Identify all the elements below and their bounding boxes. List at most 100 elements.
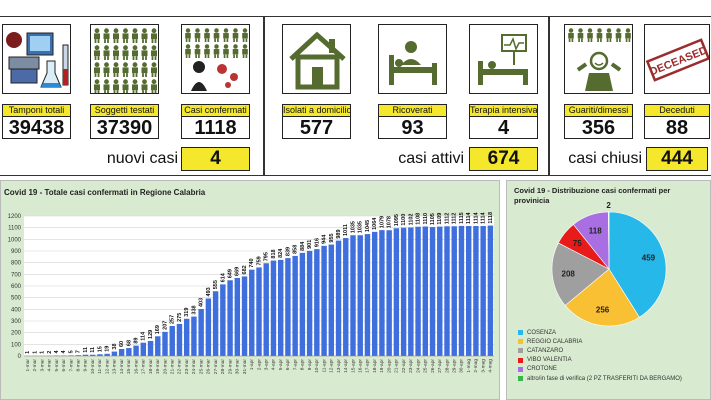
bar (140, 342, 147, 356)
bar-label: 207 (162, 321, 168, 330)
x-tick-label: 4-apr (271, 359, 277, 371)
x-tick-label: 17-mar (141, 359, 147, 375)
x-tick-label: 27-apr (437, 359, 443, 373)
bar-label: 614 (220, 272, 226, 282)
bar (191, 316, 197, 356)
bar (118, 349, 125, 356)
bar-label: 1 (40, 351, 46, 354)
x-tick-label: 11-mar (97, 359, 103, 374)
bar-label: 5 (68, 350, 74, 353)
x-tick-label: 1-mar (25, 359, 31, 372)
bar-label: 1 (32, 351, 38, 354)
x-tick-label: 5-apr (278, 359, 284, 371)
bar-label: 1114 (473, 211, 479, 224)
bar-chart-title: Covid 19 - Totale casi confermati in Reg… (4, 188, 206, 197)
bar-label: 1045 (365, 220, 371, 232)
bar (487, 225, 494, 356)
bar-label: 89 (134, 337, 140, 343)
pie-legend: COSENZA REGGIO CALABRIA CATANZARO VIBO VALE… (518, 328, 708, 383)
bar-label: 916 (314, 238, 320, 247)
pie-chart: 459 256 208 75 118 2 (551, 201, 667, 327)
legend-label: CATANZARO (527, 347, 564, 354)
casi-attivi-value: 674 (469, 147, 538, 171)
bar-label: 1112 (452, 213, 458, 225)
x-tick-label: 9-mar (83, 359, 89, 372)
bar (458, 225, 465, 356)
x-tick-label: 20-apr (386, 359, 392, 373)
bar-label: 1035 (358, 221, 364, 233)
x-tick-label: 25-mar (198, 359, 204, 375)
bar-label: 338 (191, 305, 197, 314)
bar (97, 354, 103, 356)
x-tick-label: 22-mar (177, 359, 183, 375)
x-tick-label: 15-apr (350, 359, 356, 373)
nuovi-casi-label: nuovi casi (106, 150, 178, 167)
x-tick-label: 2-mag (473, 359, 479, 373)
bar (205, 298, 212, 356)
bar (321, 245, 327, 356)
x-tick-label: 18-apr (372, 359, 378, 373)
pie-slice-label: 459 (642, 254, 656, 263)
x-tick-label: 13-mar (112, 359, 118, 375)
pie-chart-title: Covid 19 - Distribuzione casi confermati… (514, 186, 671, 205)
x-tick-label: 25-apr (423, 359, 429, 373)
casi-chiusi-value: 444 (646, 147, 708, 171)
bar-label: 1035 (350, 221, 356, 233)
y-tick-label: 100 (11, 342, 22, 348)
bar-label: 1 (25, 351, 31, 354)
bar (176, 323, 183, 356)
x-tick-label: 7-apr (292, 359, 298, 371)
bar (386, 230, 392, 356)
kpi-value: 39438 (2, 117, 71, 139)
bar (111, 351, 118, 356)
bar (256, 267, 262, 356)
bar-label: 649 (228, 269, 234, 278)
bar (263, 263, 269, 356)
y-tick-label: 600 (11, 284, 22, 290)
bar (270, 260, 277, 356)
kpi-value: 88 (644, 117, 710, 139)
x-tick-label: 14-apr (343, 359, 349, 373)
bar-label: 1079 (379, 216, 385, 228)
lab-tests-icon (2, 24, 71, 94)
x-tick-label: 30-mar (235, 359, 241, 375)
bar-label: 824 (278, 248, 284, 258)
legend-label: altro/in fase di verifica (2 PZ TRASFERI… (527, 375, 682, 382)
pie-slice (608, 211, 610, 270)
bar-label: 989 (336, 229, 342, 238)
bar (314, 249, 320, 356)
pie-slice (608, 211, 667, 318)
legend-item: REGGIO CALABRIA (518, 337, 708, 346)
x-tick-label: 8-mar (75, 359, 81, 372)
bar-label: 4 (61, 350, 67, 354)
bar (379, 230, 385, 356)
bar (89, 354, 96, 356)
bar (155, 336, 161, 356)
casi-chiusi-label: casi chiusi (568, 150, 642, 167)
bar-label: 858 (293, 245, 299, 254)
bar-label: 275 (177, 313, 183, 322)
bar (343, 238, 349, 356)
x-tick-label: 16-mar (133, 359, 139, 375)
bar (415, 226, 421, 356)
x-tick-label: 19-apr (379, 359, 385, 373)
closed-cases-panel (549, 16, 711, 176)
bar (437, 226, 443, 356)
pie-slice-label: 75 (573, 239, 582, 248)
bar-label: 68 (126, 340, 132, 346)
casi-attivi-label: casi attivi (398, 150, 464, 167)
x-tick-label: 22-apr (401, 359, 407, 373)
bar (133, 345, 139, 356)
legend-label: VIBO VALENTIA (527, 357, 572, 364)
x-tick-label: 10-mar (90, 359, 96, 375)
kpi-value: 356 (564, 117, 633, 139)
x-tick-label: 15-mar (126, 359, 132, 375)
hospital-bed-icon (378, 24, 447, 94)
y-tick-label: 800 (11, 261, 22, 267)
kpi-value: 1118 (181, 117, 250, 139)
x-tick-label: 27-mar (213, 359, 219, 375)
bar (299, 252, 306, 356)
bar (371, 231, 378, 356)
bar-label: 759 (256, 256, 262, 265)
y-tick-label: 1200 (8, 214, 22, 220)
